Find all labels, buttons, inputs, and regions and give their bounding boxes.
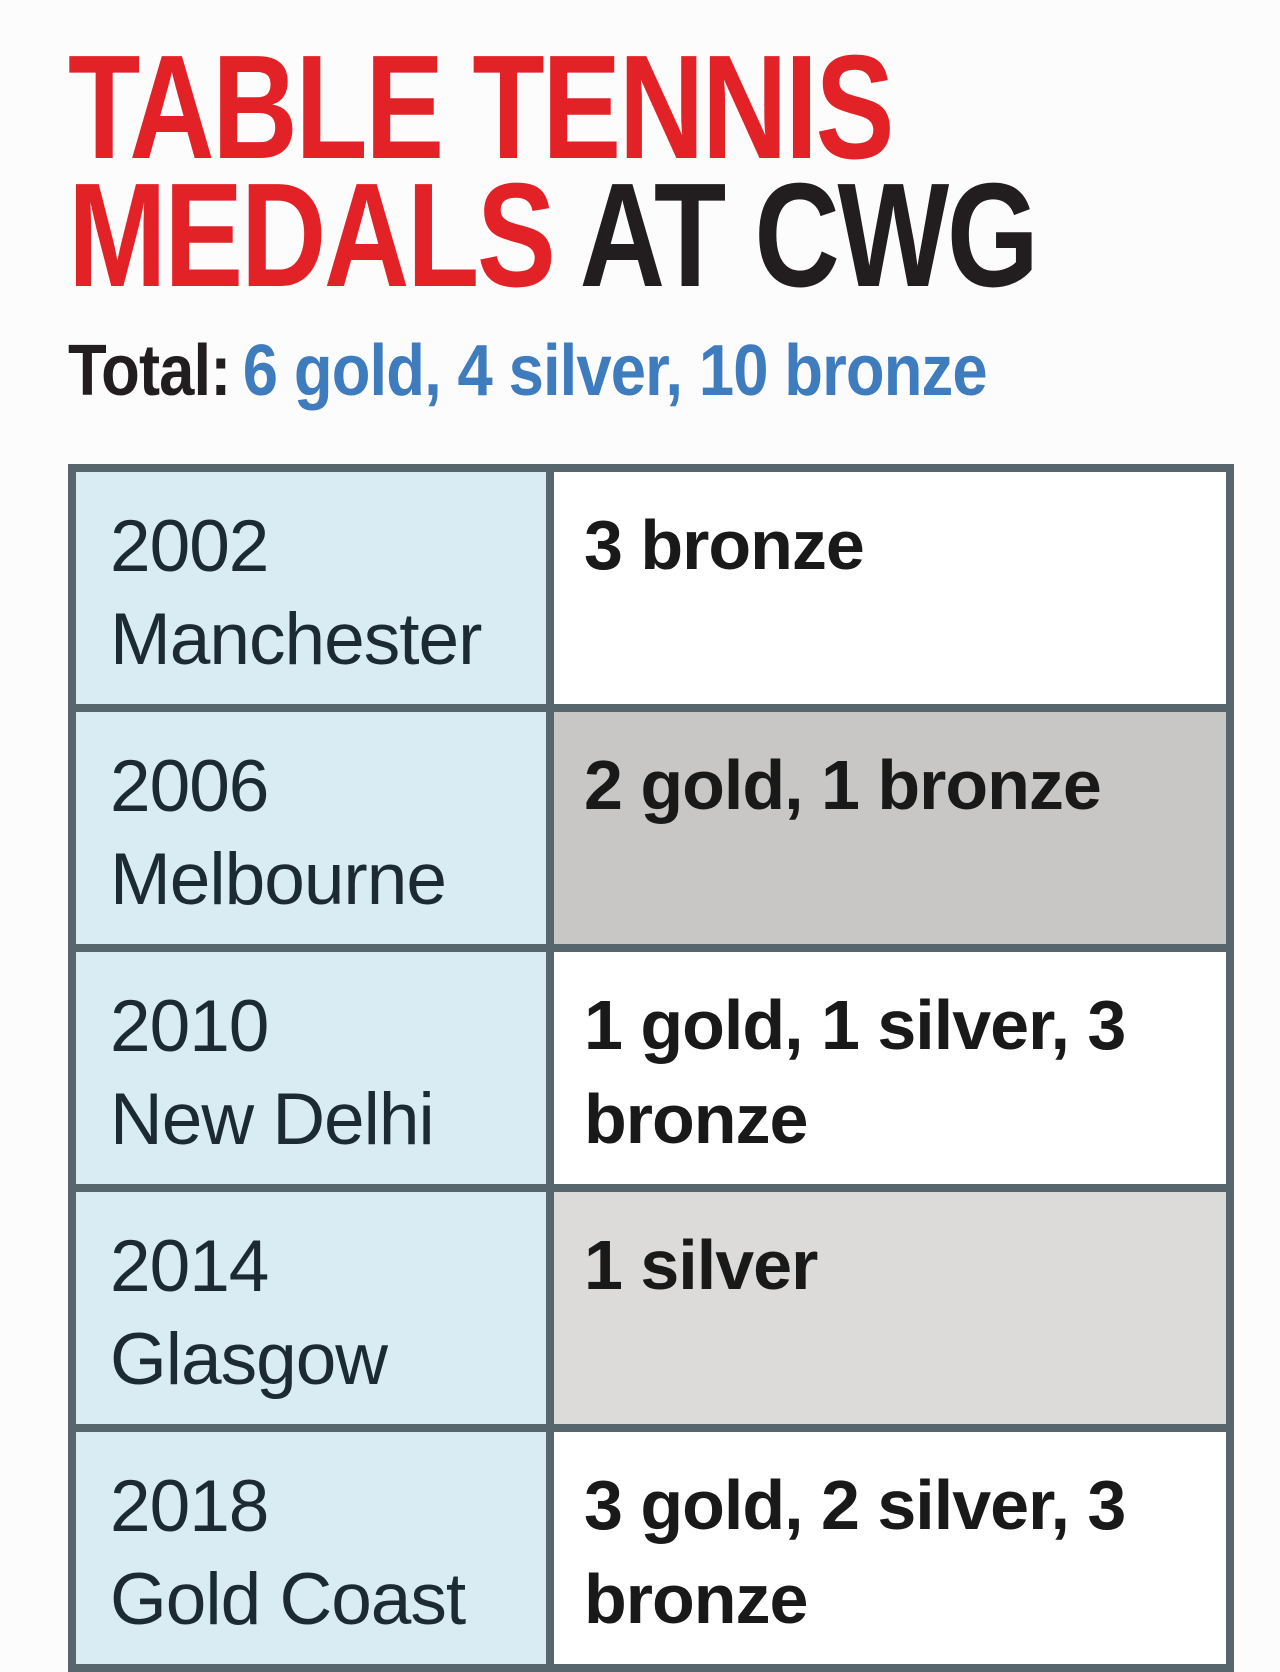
page-title: TABLE TENNIS MEDALS AT CWG [68, 34, 1268, 310]
medal-text: 3 gold, 2 silver, 3 bronze [584, 1466, 1126, 1638]
title-line-2-red: MEDALS [68, 153, 556, 318]
city-text: Gold Coast [110, 1559, 466, 1640]
city-text: Manchester [110, 599, 482, 680]
medal-table: 2002 Manchester 3 bronze 2006 Melbourne … [68, 464, 1234, 1672]
year-text: 2014 [110, 1226, 269, 1307]
medal-text: 3 bronze [584, 506, 865, 584]
medal-cell: 3 bronze [554, 472, 1226, 704]
medal-text: 1 gold, 1 silver, 3 bronze [584, 986, 1126, 1158]
city-text: Glasgow [110, 1319, 388, 1400]
medal-cell: 1 gold, 1 silver, 3 bronze [554, 952, 1226, 1184]
year-text: 2002 [110, 506, 269, 587]
title-line-1-text: TABLE TENNIS [68, 25, 895, 190]
table-row: 2018 Gold Coast 3 gold, 2 silver, 3 bron… [76, 1424, 1226, 1664]
city-text: Melbourne [110, 839, 447, 920]
table-row: 2010 New Delhi 1 gold, 1 silver, 3 bronz… [76, 944, 1226, 1184]
medal-cell: 2 gold, 1 bronze [554, 712, 1226, 944]
infographic: TABLE TENNIS MEDALS AT CWG Total: 6 gold,… [68, 34, 1280, 1672]
year-text: 2010 [110, 986, 269, 1067]
medal-cell: 3 gold, 2 silver, 3 bronze [554, 1432, 1226, 1664]
total-line: Total: 6 gold, 4 silver, 10 bronze [68, 328, 1280, 414]
table-row: 2002 Manchester 3 bronze [76, 472, 1226, 704]
table-row: 2006 Melbourne 2 gold, 1 bronze [76, 704, 1226, 944]
title-line-2: MEDALS AT CWG [68, 162, 1268, 310]
year-cell: 2014 Glasgow [76, 1192, 554, 1424]
year-text: 2006 [110, 746, 269, 827]
title-line-1: TABLE TENNIS [68, 34, 1268, 182]
medal-text: 2 gold, 1 bronze [584, 746, 1102, 824]
table-row: 2014 Glasgow 1 silver [76, 1184, 1226, 1424]
total-value: 6 gold, 4 silver, 10 bronze [242, 331, 988, 411]
city-text: New Delhi [110, 1079, 435, 1160]
total-label: Total: [68, 331, 231, 411]
medal-text: 1 silver [584, 1226, 818, 1304]
year-cell: 2010 New Delhi [76, 952, 554, 1184]
year-text: 2018 [110, 1466, 269, 1547]
title-line-2-black: AT CWG [553, 153, 1039, 318]
year-cell: 2002 Manchester [76, 472, 554, 704]
year-cell: 2018 Gold Coast [76, 1432, 554, 1664]
medal-cell: 1 silver [554, 1192, 1226, 1424]
year-cell: 2006 Melbourne [76, 712, 554, 944]
